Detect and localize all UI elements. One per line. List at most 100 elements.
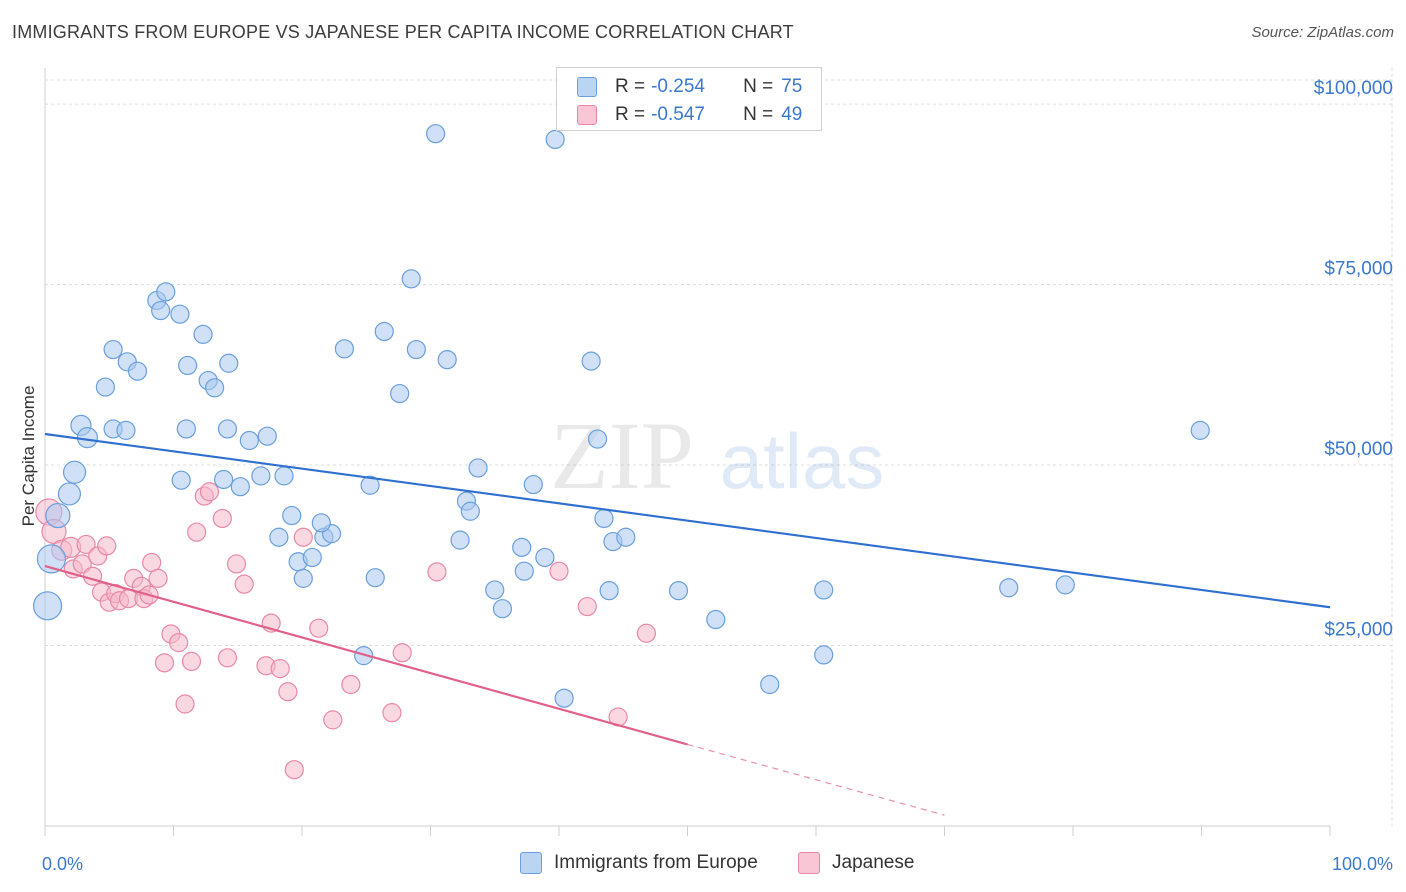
europe-point [311, 513, 331, 533]
legend-item-japanese[interactable]: Japanese [798, 852, 914, 874]
europe-point [460, 501, 480, 521]
europe-point [1055, 575, 1075, 595]
japanese-point [636, 623, 656, 643]
japanese-point [427, 562, 447, 582]
x-tick-labels: 0.0% 100.0% [42, 854, 1393, 874]
europe-point [193, 324, 213, 344]
japanese-point [217, 648, 238, 668]
legend-swatch-europe [520, 852, 542, 874]
japanese-trendline-extension [687, 743, 945, 816]
europe-point [554, 688, 574, 708]
europe-point [1190, 420, 1210, 440]
europe-point [171, 470, 191, 490]
europe-point [205, 378, 225, 398]
x-tick-label-min: 0.0% [42, 854, 83, 874]
europe-point [176, 419, 196, 439]
europe-point [814, 645, 834, 665]
y-axis-label: Per Capita Income [19, 386, 38, 527]
y-tick-label: $75,000 [1324, 259, 1393, 280]
europe-point [230, 477, 250, 497]
europe-point [437, 350, 457, 370]
legend-swatch-japanese [798, 852, 820, 874]
europe-point [214, 469, 234, 490]
japanese-point [76, 534, 96, 555]
europe-point [360, 475, 380, 495]
legend-r-label: R = [615, 104, 646, 125]
legend-row-japanese: R = -0.547 N = 49 [557, 101, 802, 129]
europe-point [706, 609, 726, 630]
trendlines [44, 432, 1331, 816]
europe-point [468, 458, 488, 478]
japanese-point [82, 566, 103, 586]
watermark-atlas: atlas [720, 417, 885, 505]
europe-point [760, 674, 780, 695]
europe-point [581, 351, 601, 371]
japanese-point [549, 561, 569, 581]
legend-swatch-japanese [577, 105, 597, 125]
japanese-point [309, 618, 329, 638]
europe-point [274, 466, 294, 486]
europe-point [616, 527, 636, 547]
legend-item-europe[interactable]: Immigrants from Europe [520, 852, 758, 874]
stats-legend: R = -0.254 N = 75 R = -0.547 N = 49 [556, 67, 822, 131]
legend-n-label: N = [743, 104, 774, 125]
europe-point [293, 568, 313, 588]
japanese-trendline [44, 565, 688, 746]
europe-point [599, 581, 619, 601]
europe-point [116, 420, 136, 440]
europe-point [492, 599, 513, 619]
watermark-zip: ZIP [550, 402, 694, 509]
japanese-point [382, 703, 402, 723]
europe-point [151, 300, 171, 321]
japanese-point [154, 653, 175, 673]
europe-point [302, 547, 322, 568]
europe-point [32, 591, 63, 621]
europe-point [217, 419, 238, 439]
europe-point [95, 377, 115, 397]
europe-point [594, 508, 614, 529]
japanese-point [293, 527, 313, 547]
europe-point [103, 339, 123, 360]
europe-trendline [44, 432, 1331, 609]
legend-n-value-europe: 75 [781, 76, 803, 97]
legend-n-value-japanese: 49 [781, 104, 803, 125]
x-tick-label-max: 100.0% [1332, 854, 1393, 874]
europe-point [36, 544, 67, 574]
legend-row-europe: R = -0.254 N = 75 [557, 73, 802, 101]
source-credit: Source: ZipAtlas.com [1251, 24, 1394, 41]
japanese-point [226, 554, 247, 574]
europe-point [334, 339, 355, 359]
axes [44, 68, 1331, 836]
europe-point [45, 502, 71, 529]
japanese-point [323, 710, 343, 730]
europe-point [57, 482, 82, 506]
europe-point [668, 581, 689, 601]
europe-point [239, 430, 259, 451]
japanese-point [169, 633, 189, 653]
y-tick-label: $25,000 [1324, 620, 1393, 641]
chart-title: IMMIGRANTS FROM EUROPE VS JAPANESE PER C… [12, 22, 794, 42]
europe-point [127, 361, 148, 381]
japanese-point [341, 674, 361, 695]
europe-point [426, 124, 446, 144]
europe-point [535, 547, 555, 568]
europe-point [62, 460, 87, 484]
europe-point [178, 355, 198, 376]
japanese-point [284, 760, 304, 780]
watermark: ZIP atlas [550, 402, 884, 509]
europe-point [219, 353, 239, 373]
japanese-point [270, 659, 290, 679]
europe-point [999, 578, 1019, 598]
y-tick-label: $100,000 [1314, 78, 1393, 99]
japanese-point [148, 568, 168, 588]
europe-point [76, 427, 99, 449]
europe-point [251, 466, 271, 486]
europe-point [282, 505, 302, 526]
series-legend: Immigrants from Europe Japanese [0, 852, 1406, 878]
y-tick-label: $50,000 [1324, 439, 1393, 460]
europe-point [485, 580, 505, 600]
japanese-point [187, 522, 207, 542]
europe-point [374, 321, 394, 342]
europe-point [587, 429, 608, 449]
japanese-points [35, 482, 656, 780]
